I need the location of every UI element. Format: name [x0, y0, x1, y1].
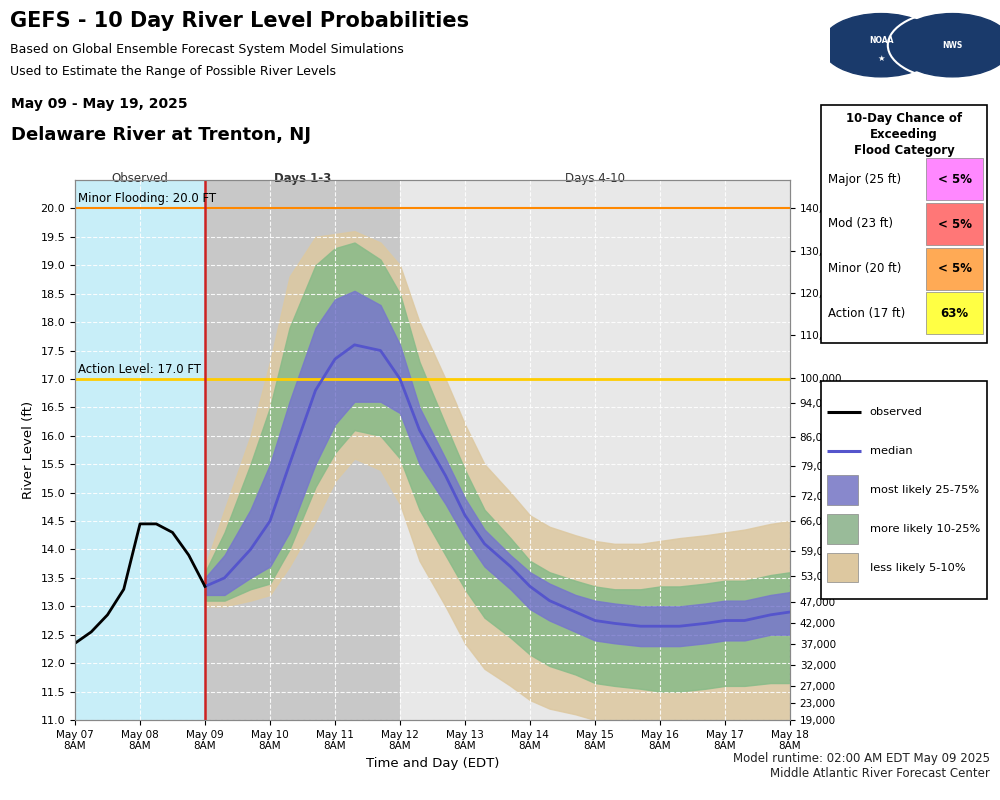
Text: most likely 25-75%: most likely 25-75%: [870, 485, 979, 495]
FancyBboxPatch shape: [926, 247, 983, 290]
Bar: [75, 180, 205, 720]
Text: Minor (20 ft): Minor (20 ft): [828, 262, 902, 275]
Text: Based on Global Ensemble Forecast System Model Simulations: Based on Global Ensemble Forecast System…: [10, 43, 404, 56]
Text: Mod (23 ft): Mod (23 ft): [828, 218, 893, 230]
FancyBboxPatch shape: [827, 514, 858, 543]
Text: Model runtime: 02:00 AM EDT May 09 2025
Middle Atlantic River Forecast Center: Model runtime: 02:00 AM EDT May 09 2025 …: [733, 752, 990, 780]
Text: Action Level: 17.0 FT: Action Level: 17.0 FT: [78, 362, 201, 375]
Text: GEFS - 10 Day River Level Probabilities: GEFS - 10 Day River Level Probabilities: [10, 11, 469, 31]
Text: Minor Flooding: 20.0 FT: Minor Flooding: 20.0 FT: [78, 192, 216, 205]
Circle shape: [893, 14, 1000, 77]
Text: Delaware River at Trenton, NJ: Delaware River at Trenton, NJ: [11, 126, 311, 144]
Text: < 5%: < 5%: [938, 173, 972, 186]
FancyBboxPatch shape: [821, 105, 987, 343]
FancyBboxPatch shape: [926, 203, 983, 245]
Text: < 5%: < 5%: [938, 218, 972, 230]
Y-axis label: River Level (ft): River Level (ft): [22, 401, 35, 499]
Text: ★: ★: [877, 54, 885, 63]
Text: less likely 5-10%: less likely 5-10%: [870, 562, 965, 573]
Circle shape: [822, 14, 940, 77]
Text: Used to Estimate the Range of Possible River Levels: Used to Estimate the Range of Possible R…: [10, 65, 336, 78]
Text: Days 1-3: Days 1-3: [274, 171, 331, 185]
Text: observed: observed: [870, 407, 922, 418]
FancyBboxPatch shape: [827, 553, 858, 582]
Text: Major (25 ft): Major (25 ft): [828, 173, 901, 186]
Text: NOAA: NOAA: [869, 36, 893, 45]
Text: < 5%: < 5%: [938, 262, 972, 275]
Text: May 09 - May 19, 2025: May 09 - May 19, 2025: [11, 97, 187, 110]
Text: NWS: NWS: [942, 41, 963, 50]
Text: 63%: 63%: [941, 306, 969, 320]
Text: Action (17 ft): Action (17 ft): [828, 306, 906, 320]
Text: median: median: [870, 446, 912, 456]
FancyBboxPatch shape: [926, 292, 983, 334]
Text: Observed: Observed: [112, 171, 168, 185]
FancyBboxPatch shape: [926, 158, 983, 201]
Bar: [205, 180, 400, 720]
FancyBboxPatch shape: [827, 475, 858, 505]
Y-axis label: River Flow (cfs): River Flow (cfs): [850, 398, 863, 502]
Text: 10-Day Chance of
Exceeding
Flood Category: 10-Day Chance of Exceeding Flood Categor…: [846, 112, 962, 158]
FancyBboxPatch shape: [821, 381, 987, 599]
X-axis label: Time and Day (EDT): Time and Day (EDT): [366, 757, 499, 770]
Text: more likely 10-25%: more likely 10-25%: [870, 524, 980, 534]
Text: Days 4-10: Days 4-10: [565, 171, 625, 185]
